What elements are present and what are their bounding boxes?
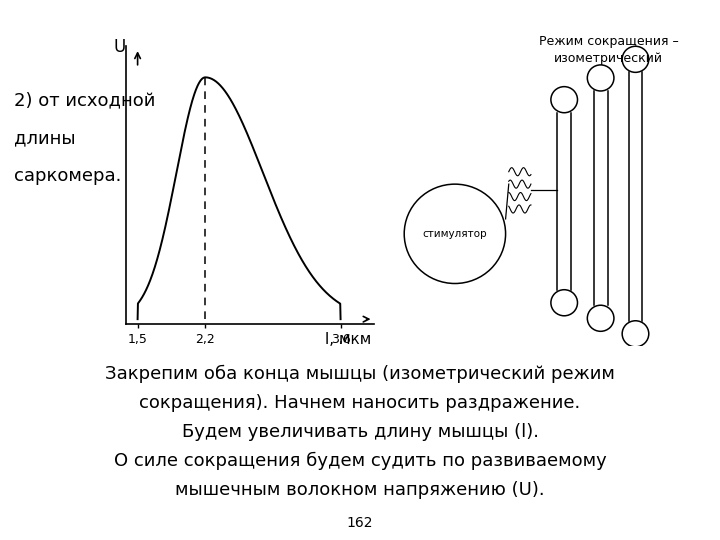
Text: l, мкм: l, мкм <box>325 333 372 347</box>
Text: длины: длины <box>14 130 76 147</box>
Text: Режим сокращения –
изометрический: Режим сокращения – изометрический <box>539 35 678 65</box>
Text: О силе сокращения будем судить по развиваемому: О силе сокращения будем судить по развив… <box>114 452 606 470</box>
Text: стимулятор: стимулятор <box>423 229 487 239</box>
Text: 162: 162 <box>347 516 373 530</box>
Text: сокращения). Начнем наносить раздражение.: сокращения). Начнем наносить раздражение… <box>140 394 580 411</box>
Text: 2) от исходной: 2) от исходной <box>14 92 156 110</box>
Text: Будем увеличивать длину мышцы (l).: Будем увеличивать длину мышцы (l). <box>181 423 539 441</box>
Text: Закрепим оба конца мышцы (изометрический режим: Закрепим оба конца мышцы (изометрический… <box>105 364 615 383</box>
Text: U: U <box>114 38 126 56</box>
Text: саркомера.: саркомера. <box>14 167 122 185</box>
Text: мышечным волокном напряжению (U).: мышечным волокном напряжению (U). <box>175 481 545 499</box>
